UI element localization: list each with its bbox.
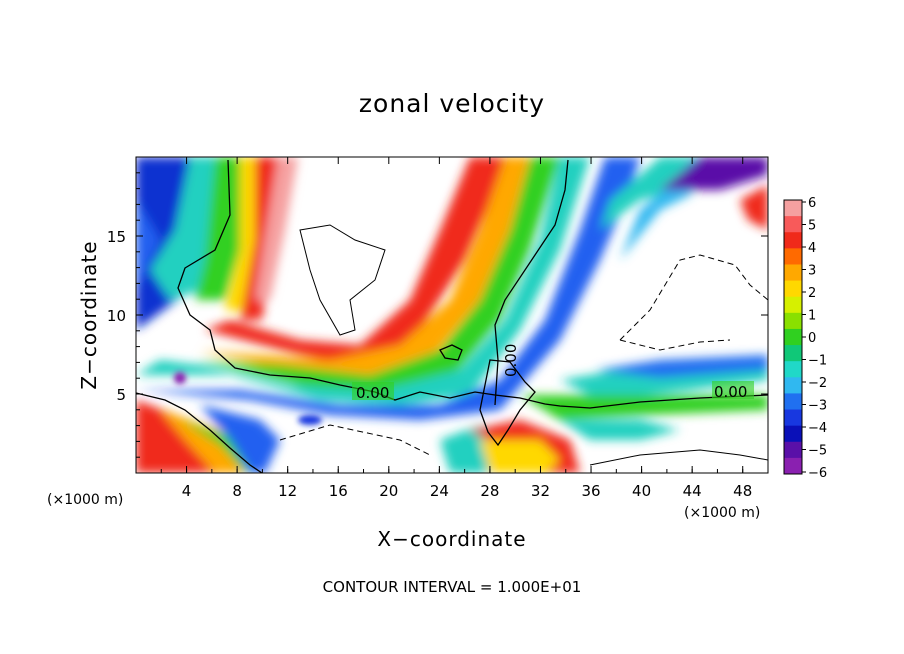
- x-tick-label: 16: [329, 482, 348, 500]
- y-axis-label: Z−coordinate: [77, 240, 101, 389]
- colorbar-tick-label: −3: [808, 399, 827, 414]
- x-axis: 4 8 12 16 20 24 28 32 36 40 44 48: [160, 157, 752, 500]
- x-tick-label: 4: [182, 482, 192, 500]
- colorbar-tick-label: 0: [808, 331, 816, 346]
- x-axis-label: X−coordinate: [377, 527, 526, 551]
- colorbar-swatch: [784, 345, 802, 362]
- contour-interval-note: CONTOUR INTERVAL = 1.000E+01: [323, 578, 582, 596]
- x-tick-label: 44: [683, 482, 702, 500]
- colorbar-swatch: [784, 264, 802, 282]
- colorbar-swatch: [784, 377, 802, 394]
- y-tick-label: 15: [107, 228, 126, 246]
- x-unit-label-left: (×1000 m): [47, 492, 123, 508]
- colorbar-tick-label: −5: [808, 444, 827, 459]
- colorbar-tick-label: 2: [808, 286, 816, 301]
- contour-label-0-right: 0.00: [714, 383, 747, 401]
- colorbar-swatch: [784, 361, 802, 378]
- chart-title: zonal velocity: [359, 89, 545, 118]
- colorbar-tick-label: −1: [808, 354, 827, 369]
- contour-label-0-left: 0.00: [356, 384, 389, 402]
- y-tick-label: 10: [107, 307, 126, 325]
- colorbar-swatch: [784, 328, 802, 346]
- colorbar-tick-label: 4: [808, 241, 816, 256]
- colorbar-tick-label: 1: [808, 309, 816, 324]
- colorbar-swatch: [784, 393, 802, 411]
- colorbar-swatch: [784, 232, 802, 249]
- colorbar-swatch: [784, 200, 802, 217]
- colorbar-swatch: [784, 280, 802, 298]
- colorbar-tick-label: 5: [808, 219, 816, 234]
- x-tick-label: 36: [581, 482, 600, 500]
- colorbar-tick-label: 6: [808, 196, 816, 211]
- colorbar-tick-label: −4: [808, 421, 827, 436]
- zero-contour-lines: [136, 159, 768, 473]
- x-unit-label-right: (×1000 m): [684, 505, 760, 521]
- colorbar-tick-label: −2: [808, 376, 827, 391]
- colorbar-swatch: [784, 312, 802, 330]
- colorbar-swatch: [784, 441, 802, 459]
- x-tick-label: 32: [531, 482, 550, 500]
- colorbar: 6 5 4 3 2 1 0 −1 −2 −3 −4 −5 −6: [783, 196, 827, 481]
- contour-label-0-vertical: 0.00: [502, 344, 520, 377]
- colorbar-swatch: [784, 457, 802, 475]
- colorbar-tick-label: 3: [808, 264, 816, 279]
- x-tick-label: 12: [278, 482, 297, 500]
- colorbar-swatch: [784, 409, 802, 427]
- x-tick-label: 48: [733, 482, 752, 500]
- colorbar-tick-label: −6: [808, 466, 827, 481]
- x-tick-label: 40: [632, 482, 651, 500]
- plot-area: [136, 157, 768, 473]
- y-axis: 5 10 15: [107, 172, 768, 458]
- colorbar-swatch: [784, 248, 802, 265]
- x-tick-label: 28: [480, 482, 499, 500]
- x-tick-label: 8: [232, 482, 242, 500]
- colorbar-swatch: [784, 216, 802, 233]
- colorbar-swatch: [784, 425, 802, 443]
- x-tick-label: 20: [379, 482, 398, 500]
- colorbar-swatch: [784, 296, 802, 314]
- x-tick-label: 24: [430, 482, 449, 500]
- y-tick-label: 5: [116, 386, 126, 404]
